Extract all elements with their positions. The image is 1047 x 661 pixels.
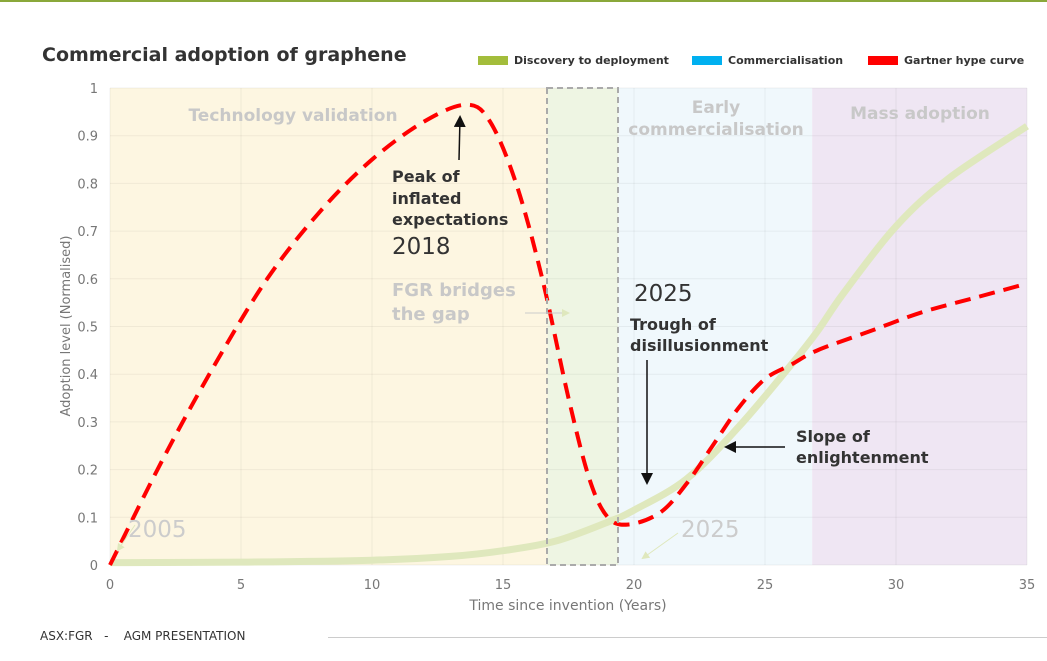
phase-band-1 <box>547 88 619 565</box>
phase-band-2 <box>618 88 813 565</box>
y-tick-label: 0.1 <box>77 511 98 526</box>
y-tick-label: 0.8 <box>77 177 98 192</box>
legend-item-commercialisation: Commercialisation <box>692 54 843 67</box>
legend-swatch <box>868 56 898 65</box>
chart-title: Commercial adoption of graphene <box>42 44 407 66</box>
y-tick-label: 0.7 <box>77 225 98 240</box>
footer-separator: - <box>104 629 109 643</box>
legend-swatch <box>478 56 508 65</box>
phase-label-line: Early <box>692 98 740 118</box>
y-tick-label: 0.5 <box>77 321 98 336</box>
y-tick-label: 1 <box>90 82 98 97</box>
legend-label: Commercialisation <box>728 54 844 67</box>
x-tick-label: 20 <box>626 578 643 593</box>
legend-label: Discovery to deployment <box>514 54 669 67</box>
annotation-peak: Peak of inflated expectations <box>392 167 508 229</box>
footer-label: AGM PRESENTATION <box>123 629 246 643</box>
y-axis-label: Adoption level (Normalised) <box>59 235 74 416</box>
legend-item-hype: Gartner hype curve <box>868 54 1024 67</box>
x-tick-label: 25 <box>757 578 774 593</box>
y-tick-label: 0.9 <box>77 130 98 145</box>
annotation-line: Trough of <box>630 315 717 334</box>
top-rule <box>0 0 1047 2</box>
y-tick-label: 0.2 <box>77 464 98 479</box>
annotation-line: expectations <box>392 210 508 229</box>
annotation-line: Peak of <box>392 167 461 186</box>
series-line-discovery-to-deployment <box>109 123 1029 567</box>
phase-label-mass-adoption: Mass adoption <box>850 104 990 124</box>
phase-label-technology-validation: Technology validation <box>188 106 397 126</box>
x-axis-label: Time since invention (Years) <box>468 598 666 614</box>
legend-label: Gartner hype curve <box>904 54 1025 67</box>
annotation-2025-lower: 2025 <box>681 517 740 543</box>
annotation-fgr-gap: FGR bridges the gap <box>392 280 516 325</box>
annotation-peak-year: 2018 <box>392 234 451 260</box>
x-tick-label: 35 <box>1019 578 1036 593</box>
annotation-slope: Slope of enlightenment <box>796 427 929 467</box>
arrow-2025-lower <box>641 532 679 560</box>
annotation-line: enlightenment <box>796 448 929 467</box>
y-tick-label: 0.6 <box>77 273 98 288</box>
annotation-line: inflated <box>392 189 461 208</box>
arrow-peak <box>453 115 466 161</box>
arrow-2005 <box>116 524 136 552</box>
y-tick-label: 0.3 <box>77 416 98 431</box>
y-tick-label: 0 <box>90 559 98 574</box>
y-tick-label: 0.4 <box>77 368 98 383</box>
x-tick-label: 10 <box>364 578 381 593</box>
x-tick-label: 30 <box>888 578 905 593</box>
footer: ASX:FGR - AGM PRESENTATION <box>40 629 245 643</box>
series-line-gartner-hype-curve <box>108 102 1028 566</box>
phase-label-line: commercialisation <box>628 120 803 140</box>
gap-box <box>546 87 619 566</box>
legend-item-discovery: Discovery to deployment <box>478 54 669 67</box>
annotation-line: Slope of <box>796 427 871 446</box>
footer-ticker: ASX:FGR <box>40 629 93 643</box>
annotation-line: FGR bridges <box>392 280 516 301</box>
phase-band-0 <box>110 88 548 565</box>
legend-swatch <box>692 56 722 65</box>
phase-band-3 <box>812 88 1027 565</box>
footer-rule <box>328 637 1047 638</box>
x-tick-label: 0 <box>106 578 114 593</box>
x-tick-label: 5 <box>237 578 245 593</box>
x-tick-label: 15 <box>495 578 512 593</box>
annotation-2005: 2005 <box>128 517 187 543</box>
annotation-line: disillusionment <box>630 336 769 355</box>
annotation-trough-year: 2025 <box>634 281 693 307</box>
phase-label-early-commercialisation: Early commercialisation <box>628 98 803 140</box>
annotation-line: the gap <box>392 304 470 325</box>
annotation-trough: Trough of disillusionment <box>630 315 769 355</box>
